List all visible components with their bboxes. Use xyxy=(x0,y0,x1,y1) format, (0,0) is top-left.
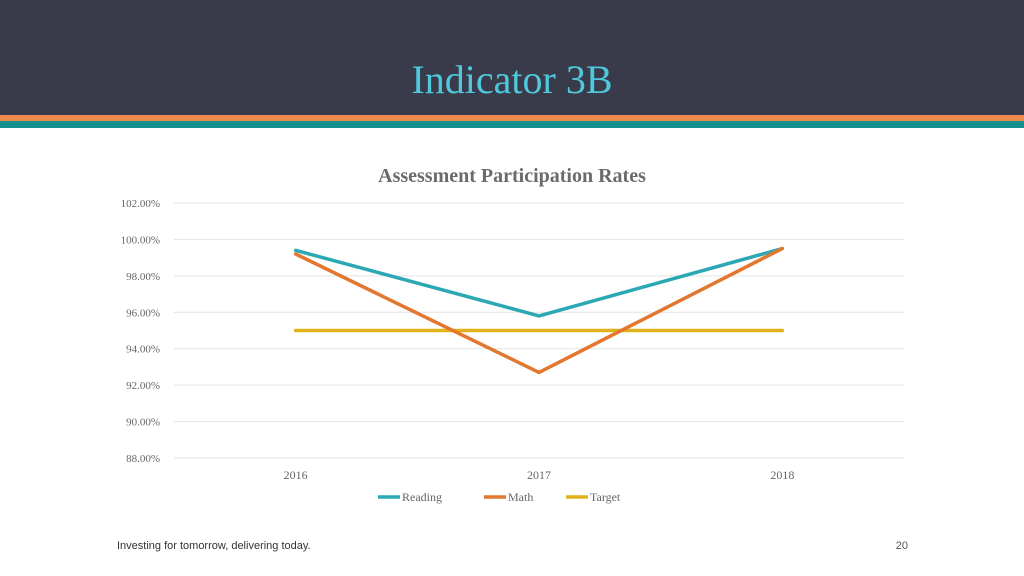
x-tick-label: 2018 xyxy=(770,468,794,482)
grid-lines xyxy=(174,202,904,459)
y-axis-tick-labels: 88.00% 90.00% 92.00% 94.00% 96.00% 98.00% 100.… xyxy=(121,198,160,465)
y-tick-label: 96.00% xyxy=(126,307,160,319)
series-line-math xyxy=(293,246,785,375)
series-lines xyxy=(293,246,785,375)
line-chart: Assessment Participation Rates 88.00% 90.… xyxy=(121,165,904,504)
legend: Reading Math Target xyxy=(378,490,621,504)
legend-label-math: Math xyxy=(508,490,533,504)
page-number: 20 xyxy=(895,540,908,552)
y-tick-label: 100.00% xyxy=(121,234,160,246)
y-tick-label: 102.00% xyxy=(121,198,160,210)
x-tick-label: 2017 xyxy=(527,468,551,482)
footer-tagline: Investing for tomorrow, delivering today… xyxy=(117,540,311,552)
slide-title: Indicator 3B xyxy=(411,57,613,102)
y-tick-label: 94.00% xyxy=(126,344,160,356)
y-tick-label: 90.00% xyxy=(126,417,160,429)
series-line-reading xyxy=(293,246,785,318)
y-tick-label: 98.00% xyxy=(126,271,160,283)
legend-label-reading: Reading xyxy=(402,490,442,504)
legend-label-target: Target xyxy=(590,490,621,504)
header-bar xyxy=(0,0,1024,115)
y-tick-label: 88.00% xyxy=(126,453,160,465)
x-axis-tick-labels: 2016 2017 2018 xyxy=(284,468,795,482)
header-stripe-teal xyxy=(0,121,1024,128)
header-stripe-orange xyxy=(0,115,1024,121)
y-tick-label: 92.00% xyxy=(126,380,160,392)
x-tick-label: 2016 xyxy=(284,468,308,482)
chart-title: Assessment Participation Rates xyxy=(378,165,646,187)
